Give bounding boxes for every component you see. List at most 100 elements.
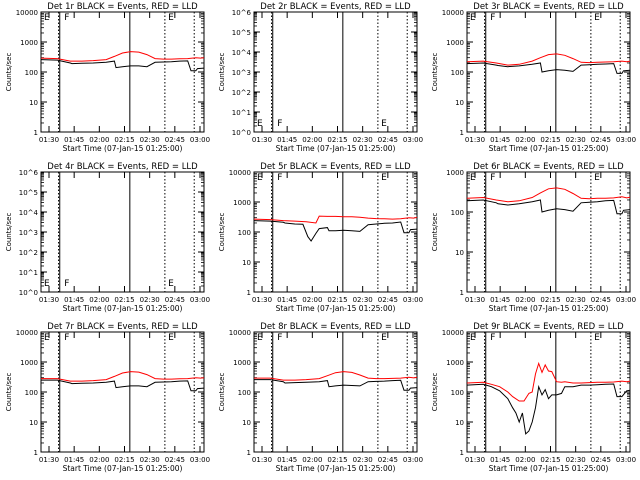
x-tick-label: 02:00: [515, 136, 535, 144]
y-tick-label: 1: [247, 289, 251, 297]
y-tick-label: 10^2: [232, 89, 251, 97]
series-lld: [40, 51, 205, 62]
x-axis-label: Start Time (07-Jan-15 01:25:00): [489, 464, 609, 473]
x-tick-label: 01:45: [277, 136, 297, 144]
x-tick-label: 02:45: [378, 456, 398, 464]
y-tick-label: 10^1: [232, 109, 251, 117]
x-tick-label: 02:15: [327, 296, 347, 304]
x-tick-label: 01:30: [465, 136, 485, 144]
x-tick-label: 02:15: [540, 456, 560, 464]
plot-frame: [466, 11, 631, 133]
y-tick-label: 10^3: [19, 229, 38, 237]
plot-frame: [253, 11, 418, 133]
flag-marker-f: F: [490, 13, 495, 23]
flag-marker-f: F: [64, 279, 69, 289]
x-axis-label: Start Time (07-Jan-15 01:25:00): [63, 464, 183, 473]
x-tick-label: 02:15: [114, 296, 134, 304]
x-tick-label: 03:00: [190, 296, 210, 304]
panel-det-5r: Det 5r BLACK = Events, RED = LLD 1 10 100 10…: [218, 162, 423, 313]
panel-title: Det 3r BLACK = Events, RED = LLD: [473, 2, 624, 12]
x-tick-label: 02:45: [591, 296, 611, 304]
panel-det-3r: Det 3r BLACK = Events, RED = LLD 1 10 100 10…: [431, 2, 636, 153]
x-tick-label: 01:45: [490, 136, 510, 144]
series-events: [466, 383, 631, 435]
x-tick-label: 03:00: [616, 296, 636, 304]
flag-marker-f: F: [64, 333, 69, 343]
panel-det-1r: Det 1r BLACK = Events, RED = LLD 1 10 100 10…: [5, 2, 210, 153]
y-tick-label: 100: [238, 389, 251, 397]
x-tick-label: 02:45: [378, 296, 398, 304]
flag-marker-f: F: [277, 333, 282, 343]
y-axis-label: Counts/sec: [218, 213, 226, 252]
y-tick-label: 1: [460, 129, 464, 137]
y-tick-label: 10^6: [19, 169, 39, 177]
y-tick-label: 10000: [229, 329, 251, 337]
y-axis-label: Counts/sec: [5, 213, 13, 252]
panel-det-6r: Det 6r BLACK = Events, RED = LLD 1 10 100 10…: [431, 162, 636, 313]
series-events: [466, 62, 631, 74]
x-axis-label: Start Time (07-Jan-15 01:25:00): [489, 144, 609, 153]
y-tick-label: 10: [455, 99, 464, 107]
plot-frame: [253, 171, 418, 293]
x-tick-label: 01:30: [252, 136, 272, 144]
plot-frame: [40, 171, 205, 293]
x-tick-label: 02:15: [540, 296, 560, 304]
x-tick-label: 02:30: [566, 136, 586, 144]
plot-frame: [40, 11, 205, 133]
x-tick-label: 01:45: [277, 296, 297, 304]
x-tick-label: 02:00: [89, 136, 109, 144]
flag-marker-f: F: [490, 173, 495, 183]
panel-title: Det 4r BLACK = Events, RED = LLD: [47, 162, 198, 172]
y-axis-label: Counts/sec: [431, 53, 439, 92]
panel-title: Det 7r BLACK = Events, RED = LLD: [47, 322, 198, 332]
x-tick-label: 03:00: [403, 296, 423, 304]
y-tick-label: 10000: [16, 329, 38, 337]
x-axis-label: Start Time (07-Jan-15 01:25:00): [276, 464, 396, 473]
flag-marker-e: E: [594, 333, 600, 343]
panel-title: Det 6r BLACK = Events, RED = LLD: [473, 162, 624, 172]
series-lld: [41, 371, 205, 382]
flag-marker-e: E: [257, 173, 263, 183]
y-tick-label: 1000: [20, 359, 38, 367]
flag-marker-e: E: [168, 333, 174, 343]
series-lld: [253, 215, 418, 224]
flag-marker-e: E: [470, 173, 476, 183]
y-tick-label: 10^0: [232, 129, 251, 137]
x-tick-label: 01:45: [64, 296, 84, 304]
x-tick-label: 02:45: [165, 456, 185, 464]
x-tick-label: 01:30: [465, 296, 485, 304]
x-tick-label: 02:00: [89, 456, 109, 464]
plot-frame: [40, 331, 205, 453]
y-tick-label: 1000: [20, 39, 38, 47]
y-tick-label: 10: [242, 259, 251, 267]
x-tick-label: 01:45: [277, 456, 297, 464]
x-tick-label: 02:45: [165, 296, 185, 304]
x-tick-label: 01:45: [490, 296, 510, 304]
x-tick-label: 01:30: [39, 296, 59, 304]
y-tick-label: 1000: [233, 199, 251, 207]
panel-title: Det 1r BLACK = Events, RED = LLD: [47, 2, 198, 12]
flag-marker-f: F: [277, 119, 282, 129]
x-axis-label: Start Time (07-Jan-15 01:25:00): [276, 304, 396, 313]
y-axis-label: Counts/sec: [5, 53, 13, 92]
x-tick-label: 02:15: [327, 136, 347, 144]
x-tick-label: 02:45: [378, 136, 398, 144]
flag-marker-e: E: [381, 173, 387, 183]
flag-marker-e: E: [594, 13, 600, 23]
series-events: [40, 59, 205, 72]
x-tick-label: 01:45: [64, 136, 84, 144]
flag-marker-e: E: [381, 333, 387, 343]
flag-marker-e: E: [470, 13, 476, 23]
flag-marker-e: E: [168, 279, 174, 289]
x-tick-label: 02:00: [302, 456, 322, 464]
y-tick-label: 1: [34, 129, 38, 137]
y-axis-label: Counts/sec: [5, 373, 13, 412]
y-tick-label: 100: [25, 389, 38, 397]
y-tick-label: 100: [25, 69, 38, 77]
y-axis-label: Counts/sec: [431, 373, 439, 412]
x-tick-label: 03:00: [616, 456, 636, 464]
plot-frame: [253, 331, 418, 453]
y-tick-label: 10: [455, 419, 464, 427]
y-tick-label: 10: [455, 249, 464, 257]
y-tick-label: 10^4: [232, 49, 252, 57]
